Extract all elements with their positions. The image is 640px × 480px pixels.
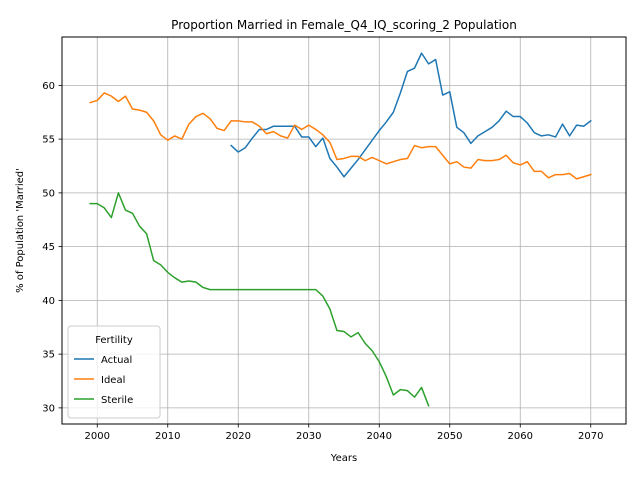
x-tick-label: 2000 — [85, 431, 110, 442]
series-line-sterile — [89, 192, 430, 407]
y-tick-label: 55 — [42, 135, 55, 146]
x-tick-label: 2070 — [578, 431, 603, 442]
x-tick-label: 2020 — [226, 431, 251, 442]
y-tick-label: 30 — [42, 403, 55, 414]
series-line-actual — [230, 52, 592, 178]
x-tick-label: 2040 — [367, 431, 392, 442]
legend-items: Actual Ideal Sterile — [74, 355, 133, 406]
legend-box — [67, 325, 161, 419]
x-axis-label: Years — [330, 453, 357, 464]
x-tick-label: 2050 — [437, 431, 462, 442]
y-tick-label: 50 — [42, 188, 55, 199]
series-layer — [89, 52, 592, 407]
legend-label-sterile: Sterile — [101, 395, 133, 406]
y-tick-label: 45 — [42, 242, 55, 253]
y-axis-label: % of Population 'Married' — [15, 168, 26, 293]
legend: Fertility Actual Ideal Sterile — [67, 325, 161, 419]
y-axis-ticks: 30 35 40 45 50 55 60 — [42, 81, 62, 414]
x-axis-ticks: 2000 2010 2020 2030 2040 2050 2060 2070 — [85, 424, 603, 442]
legend-label-actual: Actual — [101, 355, 132, 366]
x-tick-label: 2030 — [296, 431, 321, 442]
legend-label-ideal: Ideal — [101, 375, 125, 386]
legend-title: Fertility — [95, 335, 133, 346]
y-tick-label: 40 — [42, 296, 55, 307]
x-tick-label: 2010 — [155, 431, 180, 442]
y-tick-label: 60 — [42, 81, 55, 92]
series-line-ideal — [89, 92, 592, 180]
chart-title: Proportion Married in Female_Q4_IQ_scori… — [171, 18, 517, 32]
y-tick-label: 35 — [42, 350, 55, 361]
axes-frame — [61, 36, 627, 425]
x-tick-label: 2060 — [508, 431, 533, 442]
